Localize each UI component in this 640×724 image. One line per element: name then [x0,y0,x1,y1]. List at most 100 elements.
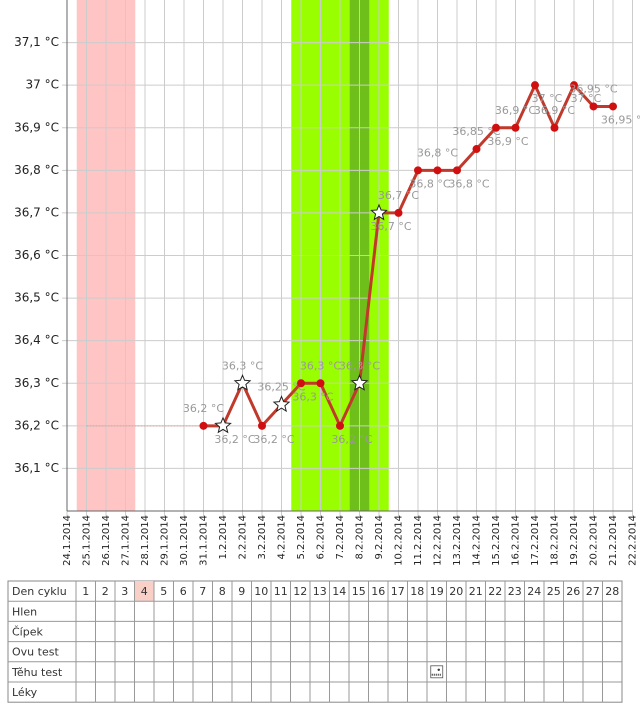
day-number: 13 [313,585,327,598]
value-label: 37 °C [571,92,602,105]
day-number: 26 [566,585,580,598]
day-number: 14 [332,585,346,598]
day-number: 5 [160,585,167,598]
value-label: 36,8 °C [409,177,450,190]
value-label: 36,9 °C [487,135,528,148]
x-tick-label: 9.2.2014 [374,515,385,560]
value-label: 36,7 °C [378,189,419,202]
point [570,81,578,90]
table-header: Den cyklu [12,585,67,598]
point [453,166,461,175]
y-tick-label: 36,6 °C [14,248,59,262]
x-tick-label: 25.1.2014 [82,515,93,566]
y-tick-label: 36,4 °C [14,333,59,347]
day-number: 16 [371,585,385,598]
row-label: Ovu test [12,646,59,659]
day-number: 2 [102,585,109,598]
point [433,166,442,175]
value-label: 36,85 °C [452,125,500,138]
day-number: 22 [488,585,502,598]
y-tick-label: 36,9 °C [14,120,59,134]
x-tick-label: 26.1.2014 [101,515,112,566]
y-tick-label: 36,8 °C [14,163,59,177]
x-tick-label: 10.2.2014 [394,515,405,566]
y-tick-label: 36,7 °C [14,205,59,219]
value-label: 36,2 °C [183,402,224,415]
value-label: 37 °C [532,92,563,105]
day-number: 1 [82,585,89,598]
x-tick-label: 1.2.2014 [218,515,229,560]
star-marker [272,395,291,413]
value-label: 36,8 °C [448,177,489,190]
point [199,421,208,430]
x-tick-label: 19.2.2014 [569,515,580,566]
row-label: Čípek [12,626,43,639]
value-label: 36,2 °C [253,433,294,446]
y-tick-label: 36,1 °C [14,461,59,475]
x-tick-label: 11.2.2014 [413,515,424,566]
x-tick-label: 28.1.2014 [140,515,151,566]
value-label: 36,25 °C [257,381,305,394]
row-label: Těhu test [11,666,63,679]
day-number: 11 [274,585,288,598]
star-marker [350,374,369,391]
point [589,102,598,111]
y-tick-label: 36,5 °C [14,291,59,305]
row-label: Léky [12,686,38,699]
point [472,145,481,154]
x-tick-label: 5.2.2014 [296,515,307,560]
x-tick-label: 2.2.2014 [238,515,249,560]
value-label: 36,7 °C [370,220,411,233]
day-number: 20 [449,585,463,598]
day-number: 23 [508,585,522,598]
x-tick-label: 17.2.2014 [530,515,541,566]
day-number: 3 [121,585,128,598]
day-number: 25 [547,585,561,598]
point [394,208,403,217]
day-number: 17 [391,585,405,598]
x-tick-label: 21.2.2014 [608,515,619,566]
value-label: 36,95 °C [569,82,617,95]
point [609,102,617,111]
y-tick-label: 37,1 °C [14,35,59,49]
x-tick-label: 16.2.2014 [511,515,522,566]
x-tick-label: 30.1.2014 [179,515,190,566]
star-marker [214,416,232,434]
point [297,379,305,388]
point [258,421,266,430]
day-number: 18 [410,585,424,598]
value-label: 36,8 °C [417,146,458,159]
day-number: 10 [254,585,268,598]
x-tick-label: 7.2.2014 [335,515,346,560]
day-number: 21 [469,585,483,598]
point [414,166,422,175]
value-label: 36,9 °C [495,104,536,117]
x-tick-label: 6.2.2014 [316,515,327,560]
star-marker [233,374,252,391]
row-label: Hlen [12,605,37,618]
y-tick-label: 37 °C [26,78,59,92]
day-number: 8 [219,585,226,598]
x-tick-label: 8.2.2014 [355,515,366,560]
x-tick-label: 18.2.2014 [550,515,561,566]
x-tick-label: 31.1.2014 [199,515,210,566]
day-number: 7 [199,585,206,598]
point [550,123,559,132]
temperature-line [203,81,613,430]
day-number: 24 [527,585,541,598]
test-icon [430,665,444,679]
test-icon-dot [437,668,440,671]
day-number: 6 [180,585,187,598]
x-tick-label: 3.2.2014 [257,515,268,560]
value-label: 36,3 °C [222,359,263,372]
x-tick-label: 15.2.2014 [491,515,502,566]
x-tick-label: 4.2.2014 [277,515,288,560]
value-label: 36,9 °C [534,104,575,117]
value-label: 36,2 °C [331,433,372,446]
y-tick-label: 36,2 °C [14,418,59,432]
value-label: 36,3 °C [300,359,341,372]
day-number: 19 [430,585,444,598]
x-tick-label: 27.1.2014 [121,515,132,566]
y-tick-label: 36,3 °C [14,376,59,390]
